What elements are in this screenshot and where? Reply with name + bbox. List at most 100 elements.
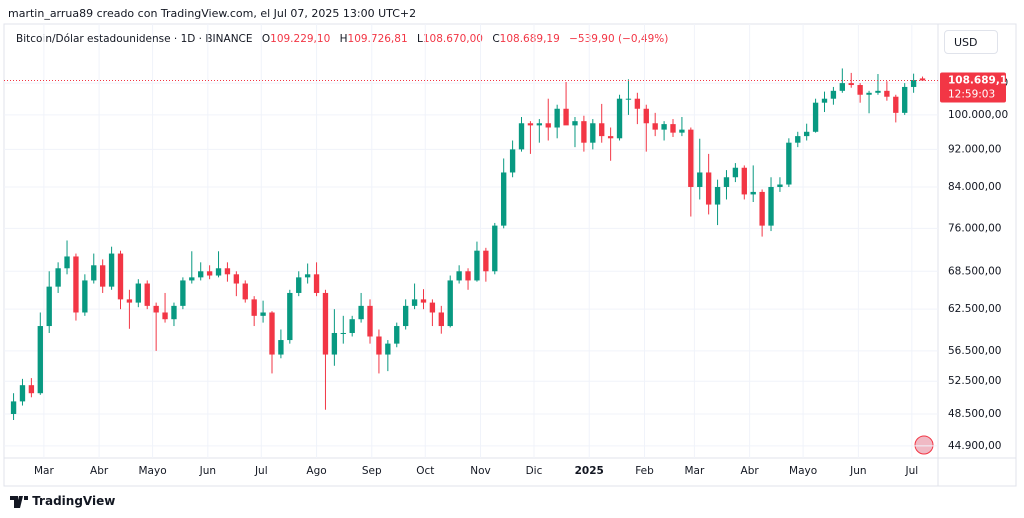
candle-body — [625, 98, 632, 100]
candle-body — [536, 123, 543, 126]
x-tick-label: Sep — [362, 465, 382, 477]
candle-body — [688, 129, 694, 187]
logo-text: TradingView — [32, 494, 116, 508]
x-tick-label: Jun — [199, 465, 216, 477]
x-tick-label: Jul — [254, 465, 268, 477]
candle-body — [545, 123, 551, 128]
candle-body — [153, 305, 159, 313]
candle-body — [661, 124, 667, 130]
candle-body — [269, 312, 275, 355]
candle-body — [465, 271, 471, 281]
candle-body — [884, 90, 890, 97]
candle-body — [456, 271, 462, 281]
candle-body — [919, 78, 926, 81]
ohlc-label: C — [492, 33, 500, 45]
ohlc-value: 108.689,19 — [499, 33, 560, 45]
candle-body — [643, 108, 649, 124]
y-tick-label: 84.000,00 — [948, 181, 1001, 193]
y-tick-label: 62.500,00 — [948, 303, 1001, 315]
candle-body — [679, 129, 685, 133]
ohlc-label: L — [416, 33, 423, 45]
candle-body — [705, 172, 712, 205]
candle-body — [812, 102, 819, 132]
candle-body — [634, 98, 641, 109]
frame — [3, 23, 1017, 487]
candle-body — [206, 271, 213, 276]
candle-body — [144, 283, 150, 306]
candle-body — [91, 265, 97, 281]
x-tick-label: Mar — [34, 465, 54, 477]
candle-body — [260, 312, 266, 316]
candle-body — [278, 340, 284, 355]
candle-body — [224, 268, 231, 275]
currency-button[interactable]: USD — [944, 30, 998, 54]
candle-body — [518, 123, 525, 150]
candle-body — [420, 299, 427, 303]
candle-body — [37, 326, 43, 394]
candle-body — [563, 108, 569, 126]
candle-body — [848, 83, 854, 86]
ohlc-value: 108.670,00 — [422, 33, 483, 45]
candle-body — [376, 336, 382, 355]
candle-body — [795, 136, 801, 143]
candle-body — [100, 265, 106, 287]
legend: Bitcoin/Dólar estadounidense · 1D · BINA… — [16, 33, 668, 45]
y-tick-label: 68.500,00 — [948, 265, 1001, 277]
candle-body — [394, 326, 400, 344]
candle-body — [839, 83, 845, 91]
candle-body — [821, 98, 828, 103]
candle-body — [652, 123, 658, 130]
y-tick-label: 56.500,00 — [948, 345, 1001, 357]
last-price-box — [940, 72, 1006, 103]
attribution: martin_arrua89 creado con TradingView.co… — [8, 7, 417, 20]
candle-body — [857, 85, 863, 95]
x-tick-label: Jun — [849, 465, 866, 477]
candle-body — [313, 274, 320, 293]
x-tick-label: Feb — [635, 465, 654, 477]
candle-body — [385, 343, 391, 355]
y-tick-label: 44.900,00 — [948, 440, 1001, 452]
candle-body — [340, 332, 346, 334]
y-tick-label: 52.500,00 — [948, 375, 1001, 387]
x-tick-label: Ago — [306, 465, 326, 477]
candle-body — [875, 90, 881, 93]
candle-body — [242, 283, 248, 300]
candle-body — [349, 319, 355, 333]
candle-body — [189, 277, 195, 281]
x-tick-label: Mar — [684, 465, 704, 477]
candle-body — [55, 268, 61, 287]
candle-body — [910, 80, 917, 87]
candle-body — [438, 312, 444, 327]
x-tick-label: Mayo — [789, 465, 817, 477]
x-tick-label: Abr — [741, 465, 760, 477]
candle-body — [367, 305, 373, 337]
y-tick-label: 100.000,00 — [948, 109, 1008, 121]
x-tick-label: Mayo — [139, 465, 167, 477]
candle-body — [483, 250, 489, 272]
grid — [4, 24, 938, 458]
candle-body — [759, 191, 765, 226]
candle-body — [572, 121, 578, 126]
candle-body — [599, 123, 605, 137]
candle-body — [527, 123, 534, 126]
x-tick-label: Oct — [416, 465, 434, 477]
logo: TradingView — [10, 494, 115, 508]
candle-body — [714, 186, 721, 205]
symbol: Bitcoin/Dólar estadounidense · 1D · BINA… — [16, 33, 253, 45]
y-tick-label: 92.000,00 — [948, 143, 1001, 155]
candle-body — [171, 305, 177, 320]
candle-body — [233, 274, 240, 284]
x-tick-label: 2025 — [575, 465, 604, 477]
candle-body — [607, 136, 614, 139]
candle-body — [82, 280, 88, 313]
candle-body — [670, 124, 676, 133]
candle-body — [616, 98, 623, 139]
candle-body — [180, 280, 186, 306]
candle-body — [501, 172, 507, 226]
y-tick-label: 48.500,00 — [948, 408, 1001, 420]
countdown: 12:59:03 — [948, 88, 995, 100]
event-icon[interactable] — [914, 435, 934, 455]
candle-body — [447, 280, 453, 327]
candle-body — [402, 305, 409, 327]
candle-body — [28, 385, 35, 394]
